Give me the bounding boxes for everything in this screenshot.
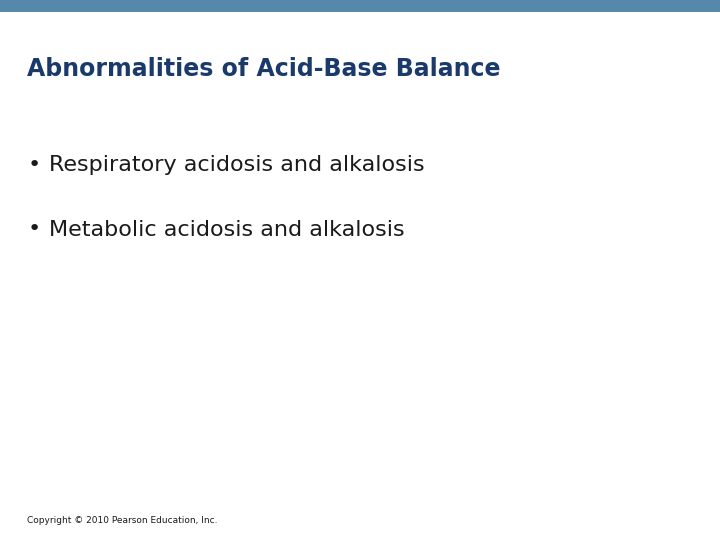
Text: •: •: [27, 219, 40, 240]
Text: Respiratory acidosis and alkalosis: Respiratory acidosis and alkalosis: [49, 154, 425, 175]
Text: Metabolic acidosis and alkalosis: Metabolic acidosis and alkalosis: [49, 219, 405, 240]
Text: Copyright © 2010 Pearson Education, Inc.: Copyright © 2010 Pearson Education, Inc.: [27, 516, 218, 525]
Text: •: •: [27, 154, 40, 175]
Text: Abnormalities of Acid-Base Balance: Abnormalities of Acid-Base Balance: [27, 57, 501, 80]
FancyBboxPatch shape: [0, 0, 720, 12]
